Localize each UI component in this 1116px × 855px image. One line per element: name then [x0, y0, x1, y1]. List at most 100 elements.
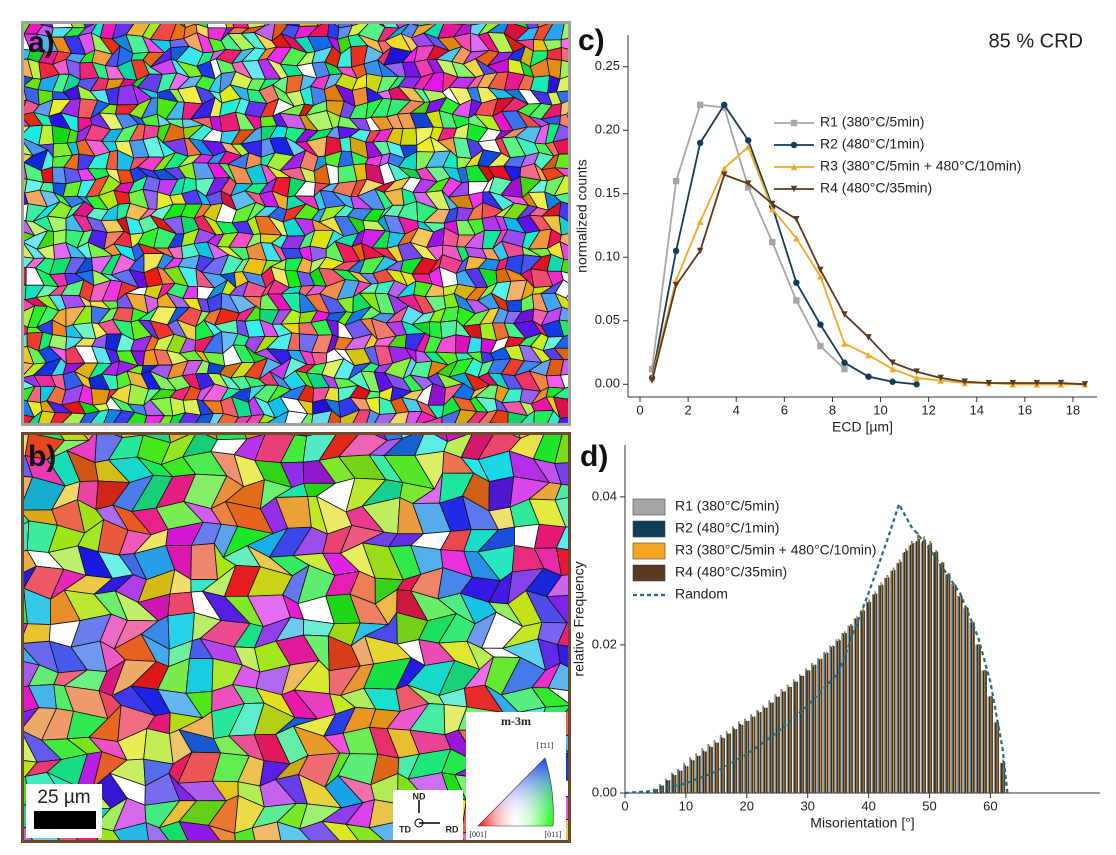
grain [101, 7, 118, 22]
marker [721, 171, 728, 178]
legend-label: R4 (480°C/35min) [675, 564, 787, 580]
grain [554, 483, 568, 501]
bar [951, 584, 953, 794]
bar [971, 621, 974, 794]
y-axis-label: relative Frequency [571, 561, 587, 676]
marker [721, 101, 728, 109]
bar [757, 711, 760, 794]
x-tick-label: 10 [679, 798, 693, 813]
grain [559, 240, 568, 261]
bar [671, 772, 673, 794]
grain [545, 574, 568, 598]
bar [753, 716, 756, 794]
grain [556, 622, 568, 647]
grain [143, 728, 174, 765]
bar [850, 624, 852, 794]
bar [930, 543, 933, 794]
bar [875, 593, 878, 794]
bar [756, 709, 758, 794]
map-a-frame [21, 21, 571, 426]
bar [708, 746, 711, 794]
bar [873, 594, 875, 794]
marker [793, 215, 800, 223]
bar [788, 686, 790, 794]
bar [727, 733, 729, 794]
grain [167, 591, 195, 617]
bar [847, 625, 850, 794]
bar [830, 646, 833, 794]
panel-label: c) [578, 24, 605, 57]
bar [853, 618, 856, 794]
bar [947, 572, 950, 794]
bar [763, 707, 766, 794]
x-tick-label: 0 [636, 402, 643, 417]
bar [953, 584, 956, 794]
grain [251, 821, 282, 840]
bar [764, 708, 767, 794]
marker [865, 351, 872, 359]
bar [684, 765, 687, 794]
bar [702, 750, 705, 794]
ebsd-map-a [6, 7, 568, 423]
grain [553, 167, 568, 177]
bar [807, 669, 810, 794]
bar [841, 632, 844, 794]
bar [837, 638, 840, 794]
bar [674, 775, 677, 794]
legend-swatch [632, 564, 666, 582]
grain [547, 409, 561, 423]
marker [913, 368, 920, 375]
bar [836, 641, 839, 794]
triad-label: ND [413, 791, 426, 801]
x-tick-label: 10 [873, 402, 887, 417]
bar [908, 546, 911, 794]
bar [693, 760, 695, 794]
bar [800, 675, 802, 794]
bar [868, 599, 870, 794]
bar [863, 610, 866, 794]
grain [553, 347, 568, 361]
map-b-frame [21, 432, 571, 843]
grain [194, 412, 215, 423]
bar [752, 717, 755, 794]
grain [178, 412, 202, 423]
grain [6, 8, 31, 21]
series-line [651, 103, 917, 386]
grain [557, 416, 568, 423]
bar [824, 653, 827, 794]
marker [889, 359, 896, 366]
grain [208, 412, 225, 423]
x-tick-label: 12 [921, 402, 935, 417]
grain [113, 410, 136, 423]
bar [845, 632, 847, 794]
grain [560, 46, 568, 63]
marker [841, 311, 848, 318]
bar [740, 725, 743, 794]
grain [421, 416, 443, 423]
bar [781, 691, 784, 794]
bar [683, 763, 685, 794]
grain [300, 413, 314, 423]
marker [865, 373, 872, 380]
bar [820, 658, 823, 794]
bar [979, 644, 981, 794]
grain [320, 820, 359, 840]
marker [841, 340, 848, 347]
bar [939, 564, 941, 794]
grain [24, 75, 34, 87]
marker [913, 381, 920, 388]
bar [903, 552, 906, 794]
bar [774, 694, 777, 794]
bar [945, 574, 947, 794]
marker [672, 247, 680, 255]
grain [552, 138, 568, 155]
bar [784, 691, 786, 794]
marker [889, 365, 896, 373]
grain [454, 409, 478, 423]
bar [995, 722, 997, 794]
x-tick-label: 2 [685, 402, 692, 417]
y-tick-label: 0.05 [595, 312, 620, 327]
marker [672, 282, 680, 289]
bar [695, 753, 698, 794]
